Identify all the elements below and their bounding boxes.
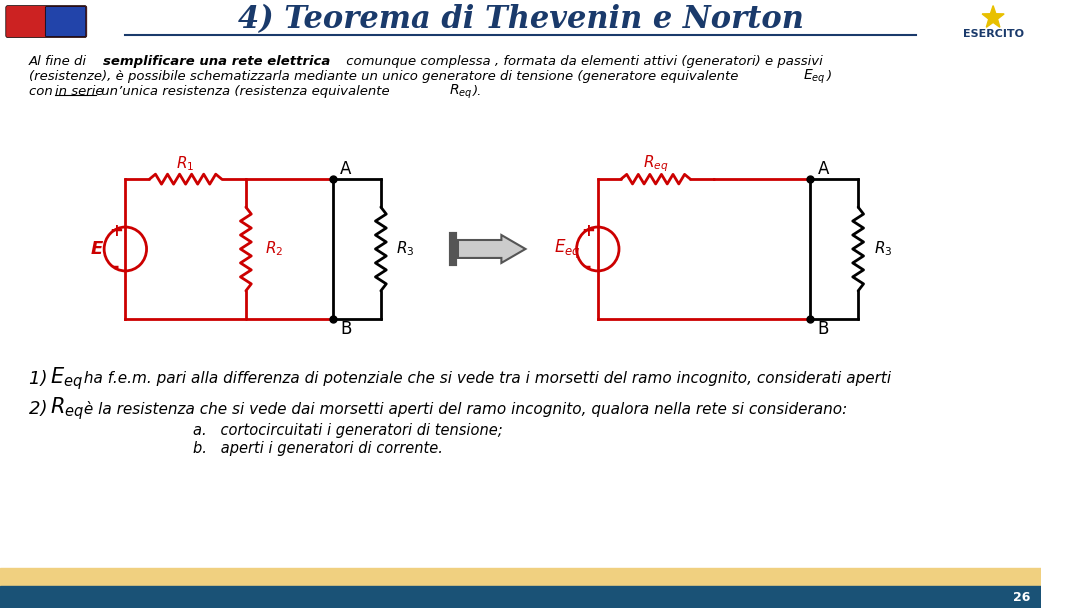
Text: B: B: [818, 320, 829, 338]
Text: comunque complessa , formata da elementi attivi (generatori) e passivi: comunque complessa , formata da elementi…: [342, 55, 823, 68]
Text: semplificare una rete elettrica: semplificare una rete elettrica: [104, 55, 330, 68]
Text: +: +: [109, 222, 123, 240]
Text: Al fine di: Al fine di: [29, 55, 91, 68]
Text: con: con: [29, 85, 57, 98]
Text: ha f.e.m. pari alla differenza di potenziale che si vede tra i morsetti del ramo: ha f.e.m. pari alla differenza di potenz…: [79, 371, 891, 386]
Text: +: +: [581, 222, 595, 240]
Text: $\mathit{E_{eq}}$: $\mathit{E_{eq}}$: [804, 67, 826, 86]
Text: -: -: [584, 258, 592, 276]
FancyBboxPatch shape: [45, 7, 85, 36]
Text: $R_3$: $R_3$: [874, 240, 892, 258]
Text: ESERCITO: ESERCITO: [962, 29, 1024, 38]
Text: $R_2$: $R_2$: [266, 240, 283, 258]
Text: un’unica resistenza (resistenza equivalente: un’unica resistenza (resistenza equivale…: [97, 85, 394, 98]
Text: 4) Teorema di Thevenin e Norton: 4) Teorema di Thevenin e Norton: [238, 4, 804, 35]
FancyBboxPatch shape: [5, 5, 86, 38]
Text: $E_{eq}$: $E_{eq}$: [554, 237, 580, 261]
Text: 1): 1): [29, 370, 53, 388]
Text: $R_{eq}$: $R_{eq}$: [643, 153, 669, 173]
Text: $\mathit{E_{eq}}$: $\mathit{E_{eq}}$: [50, 365, 83, 392]
Text: $\mathit{R_{eq}}$: $\mathit{R_{eq}}$: [50, 395, 84, 422]
Text: -: -: [112, 258, 120, 276]
Text: $R_3$: $R_3$: [396, 240, 415, 258]
Text: $\mathit{R_{eq}}$: $\mathit{R_{eq}}$: [449, 82, 473, 100]
Text: B: B: [340, 320, 352, 338]
Text: in serie: in serie: [55, 85, 104, 98]
Text: a.   cortocircuitati i generatori di tensione;: a. cortocircuitati i generatori di tensi…: [193, 423, 502, 438]
FancyArrow shape: [458, 235, 526, 263]
Text: (resistenze), è possibile schematizzarla mediante un unico generatore di tension: (resistenze), è possibile schematizzarla…: [29, 70, 743, 83]
Text: A: A: [818, 160, 829, 178]
Text: 2): 2): [29, 399, 53, 418]
Text: A: A: [340, 160, 352, 178]
Text: ): ): [827, 70, 833, 83]
Text: ).: ).: [472, 85, 482, 98]
Text: 26: 26: [1013, 590, 1030, 604]
Bar: [0, 568, 1041, 586]
Text: b.   aperti i generatori di corrente.: b. aperti i generatori di corrente.: [193, 441, 443, 456]
Polygon shape: [982, 5, 1004, 27]
Bar: [0, 586, 1041, 608]
Text: E: E: [91, 240, 103, 258]
Text: è la resistenza che si vede dai morsetti aperti del ramo incognito, qualora nell: è la resistenza che si vede dai morsetti…: [79, 401, 848, 416]
Text: $R_1$: $R_1$: [176, 154, 194, 173]
